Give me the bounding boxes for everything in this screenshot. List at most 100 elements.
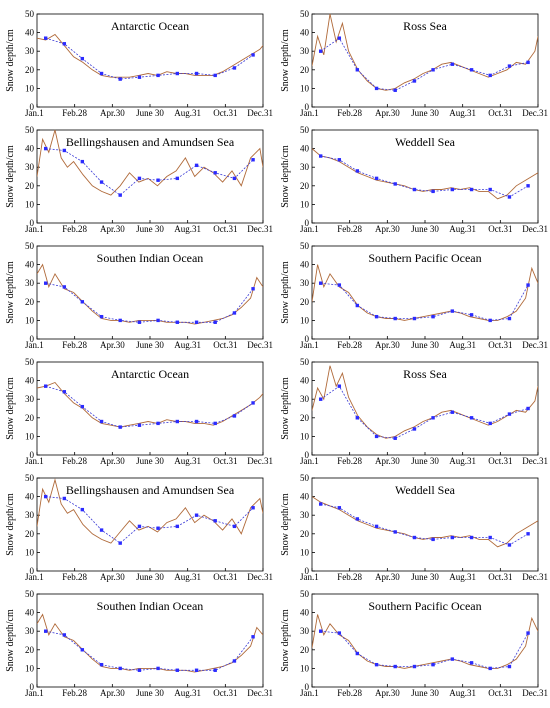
chart-title: Southen Indian Ocean (97, 599, 204, 613)
monthly-mean-point (507, 543, 512, 547)
y-tick-label: 10 (25, 315, 35, 325)
x-tick-label: Dec.31 (522, 572, 548, 582)
y-tick-label: 30 (25, 626, 35, 636)
monthly-mean-point (412, 316, 417, 321)
chart-title: Southern Pacific Ocean (368, 599, 481, 613)
x-tick-label: Apr.30 (100, 572, 125, 582)
monthly-mean-point (337, 36, 342, 40)
y-tick-label: 10 (25, 431, 35, 441)
monthly-mean-point (251, 158, 255, 162)
y-tick-label: 30 (25, 278, 35, 288)
chart-title: Southen Indian Ocean (97, 251, 204, 265)
monthly-mean-point (194, 163, 199, 168)
x-tick-label: Oct.31 (213, 340, 237, 350)
monthly-mean-point (213, 421, 217, 426)
y-tick-label: 40 (25, 492, 35, 502)
monthly-mean-point (175, 419, 180, 424)
y-tick-label: 0 (305, 218, 310, 228)
chart-panel-5: 0 10 20 30 40 50 Jan.1 Feb.28 Apr.30 June 30 Aug.3… (0, 232, 275, 350)
y-tick-label: 40 (25, 608, 35, 618)
x-tick-label: Jan.1 (25, 224, 44, 234)
chart-svg: 0 10 20 30 40 50 Jan.1 Feb.28 Apr.30 June 30 Aug.3… (5, 589, 273, 698)
x-tick-label: Oct.31 (488, 108, 512, 118)
monthly-mean-point (488, 187, 492, 192)
monthly-mean-point (507, 64, 512, 68)
monthly-mean-line (320, 630, 529, 669)
y-tick-label: 50 (300, 357, 310, 367)
chart-svg: 0 10 20 30 40 50 Jan.1 Feb.28 Apr.30 June 30 Aug.3… (280, 241, 548, 350)
chart-panel-1: 0 10 20 30 40 50 Jan.1 Feb.28 Apr.30 June 30 Aug.3… (0, 0, 275, 118)
monthly-mean-point (80, 648, 85, 652)
monthly-mean-point (194, 320, 199, 324)
chart-panel-7: 0 10 20 30 40 50 Jan.1 Feb.28 Apr.30 June 30 Aug.3… (0, 348, 275, 466)
x-tick-label: Aug.31 (174, 572, 201, 582)
daily-snow-depth-line (312, 365, 538, 439)
monthly-mean-point (412, 664, 417, 669)
x-tick-label: Apr.30 (375, 572, 400, 582)
x-tick-label: Jan.1 (300, 108, 319, 118)
x-tick-label: Feb.28 (337, 572, 362, 582)
x-tick-label: June 30 (136, 572, 164, 582)
monthly-mean-point (80, 300, 85, 304)
monthly-mean-point (251, 635, 255, 639)
x-tick-label: Apr.30 (100, 340, 125, 350)
daily-snow-depth-line (312, 148, 538, 200)
monthly-mean-point (374, 86, 379, 91)
x-tick-label: Dec.31 (522, 108, 548, 118)
monthly-mean-point (318, 154, 323, 158)
x-tick-label: Oct.31 (213, 456, 237, 466)
monthly-mean-point (99, 662, 104, 667)
x-tick-label: Jan.1 (300, 572, 319, 582)
y-axis-label: Snow depth/cm (5, 261, 16, 324)
chart-title: Bellingshausen and Amundsen Sea (66, 135, 235, 149)
y-tick-label: 20 (300, 65, 310, 75)
y-tick-label: 20 (25, 529, 35, 539)
y-tick-label: 20 (25, 297, 35, 307)
chart-svg: 0 10 20 30 40 50 Jan.1 Feb.28 Apr.30 June 30 Aug.3… (280, 589, 548, 698)
chart-svg: 0 10 20 30 40 50 Jan.1 Feb.28 Apr.30 June 30 Aug.3… (5, 357, 273, 466)
monthly-mean-point (43, 494, 48, 499)
y-tick-label: 40 (300, 376, 310, 386)
monthly-mean-point (99, 314, 104, 319)
monthly-mean-point (469, 535, 474, 540)
y-tick-label: 0 (30, 334, 35, 344)
x-tick-label: Dec.31 (247, 108, 273, 118)
monthly-mean-point (507, 316, 512, 321)
x-tick-label: June 30 (411, 224, 439, 234)
monthly-mean-point (156, 526, 160, 530)
chart-panel-10: 0 10 20 30 40 50 Jan.1 Feb.28 Apr.30 June 30 Aug.3… (275, 464, 550, 582)
daily-snow-depth-line (312, 264, 538, 321)
x-tick-label: June 30 (136, 108, 164, 118)
x-tick-label: Aug.31 (174, 108, 201, 118)
x-tick-label: Feb.28 (62, 572, 87, 582)
y-tick-label: 50 (25, 241, 35, 251)
monthly-mean-point (80, 56, 85, 61)
x-tick-label: June 30 (411, 456, 439, 466)
monthly-mean-point (175, 320, 180, 324)
y-tick-label: 0 (305, 566, 310, 576)
x-tick-label: Apr.30 (375, 456, 400, 466)
x-tick-label: Jan.1 (25, 340, 44, 350)
monthly-mean-point (526, 631, 530, 635)
chart-title: Weddell Sea (395, 483, 456, 497)
x-tick-label: Jan.1 (300, 456, 319, 466)
x-tick-label: Jan.1 (25, 688, 44, 698)
monthly-mean-point (251, 401, 255, 405)
y-tick-label: 20 (300, 297, 310, 307)
y-tick-label: 50 (25, 589, 35, 599)
daily-snow-depth-line (37, 613, 263, 673)
monthly-mean-point (431, 314, 435, 319)
monthly-mean-point (62, 633, 67, 637)
x-tick-label: Oct.31 (213, 224, 237, 234)
monthly-mean-point (374, 662, 379, 667)
y-tick-label: 10 (300, 431, 310, 441)
monthly-mean-point (318, 49, 323, 53)
x-tick-label: Oct.31 (488, 572, 512, 582)
monthly-mean-point (450, 535, 455, 540)
y-tick-label: 40 (25, 28, 35, 38)
x-tick-label: Apr.30 (375, 224, 400, 234)
y-tick-label: 20 (300, 413, 310, 423)
monthly-mean-line (320, 37, 529, 91)
monthly-mean-point (175, 71, 180, 76)
